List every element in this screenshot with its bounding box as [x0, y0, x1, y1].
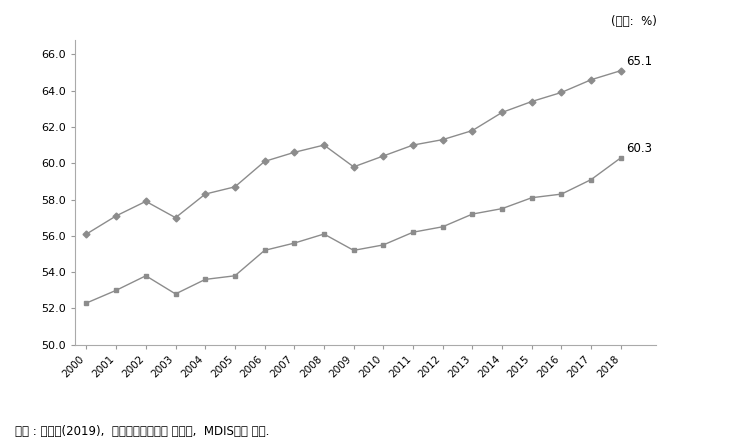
25-54세 여성 [557, 90, 566, 95]
25-54세 유배우자 여성 [557, 191, 566, 197]
25-54세 유배우자 여성 [498, 206, 507, 211]
25-54세 유배우자 여성 [112, 288, 121, 293]
25-54세 여성 [142, 199, 151, 204]
25-54세 유배우자 여성 [260, 248, 269, 253]
25-54세 여성 [201, 191, 210, 197]
Line: 25-54세 여성: 25-54세 여성 [84, 68, 624, 236]
25-54세 여성 [468, 128, 477, 133]
25-54세 여성 [260, 159, 269, 164]
Text: 자료 : 통계청(2019),  경제활동인구조사 원자료,  MDIS에서 추출.: 자료 : 통계청(2019), 경제활동인구조사 원자료, MDIS에서 추출. [15, 425, 269, 438]
25-54세 유배우자 여성 [231, 273, 239, 278]
25-54세 여성 [231, 184, 239, 190]
25-54세 여성 [289, 150, 298, 155]
Text: 65.1: 65.1 [627, 55, 653, 68]
25-54세 유배우자 여성 [379, 242, 388, 248]
Line: 25-54세 유배우자 여성: 25-54세 유배우자 여성 [84, 155, 624, 305]
25-54세 유배우자 여성 [409, 229, 418, 235]
25-54세 여성 [586, 77, 595, 82]
25-54세 여성 [112, 213, 121, 218]
Text: 60.3: 60.3 [627, 142, 653, 155]
25-54세 여성 [616, 68, 625, 73]
25-54세 유배우자 여성 [349, 248, 358, 253]
25-54세 여성 [319, 142, 328, 148]
25-54세 여성 [379, 153, 388, 159]
25-54세 유배우자 여성 [468, 211, 477, 217]
25-54세 여성 [349, 164, 358, 170]
25-54세 유배우자 여성 [142, 273, 151, 278]
25-54세 여성 [409, 142, 418, 148]
25-54세 여성 [498, 110, 507, 115]
25-54세 유배우자 여성 [82, 301, 91, 306]
25-54세 여성 [82, 231, 91, 236]
25-54세 유배우자 여성 [616, 155, 625, 160]
25-54세 여성 [527, 99, 536, 104]
Text: (단위:  %): (단위: %) [611, 15, 656, 27]
25-54세 여성 [438, 137, 447, 142]
25-54세 유배우자 여성 [201, 277, 210, 282]
25-54세 유배우자 여성 [438, 224, 447, 229]
25-54세 유배우자 여성 [586, 177, 595, 182]
25-54세 여성 [171, 215, 180, 221]
25-54세 유배우자 여성 [289, 240, 298, 246]
25-54세 유배우자 여성 [527, 195, 536, 200]
25-54세 유배우자 여성 [319, 231, 328, 236]
25-54세 유배우자 여성 [171, 291, 180, 297]
